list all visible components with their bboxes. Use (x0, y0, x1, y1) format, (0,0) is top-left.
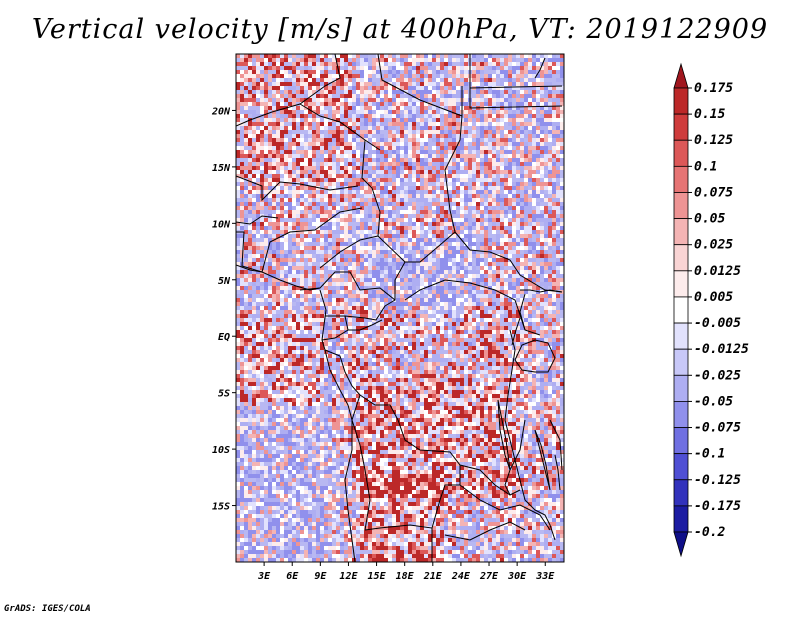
colorbar-level-label: -0.175 (694, 499, 741, 514)
lon-label: 24E (451, 571, 471, 582)
lat-label: 15S (212, 502, 230, 513)
colorbar-box (673, 348, 689, 376)
colorbar-level-label: 0.005 (694, 290, 733, 305)
lon-label: 6E (286, 571, 299, 582)
latitude-axis: 20N 15N 10N 5N EQ 5S 10S 15S (211, 106, 236, 513)
lat-label: 20N (211, 106, 231, 117)
lon-label: 30E (507, 571, 527, 582)
colorbar-box (673, 401, 689, 428)
colorbar-level-label: -0.125 (694, 473, 741, 488)
lon-label: 9E (314, 571, 327, 582)
colorbar-level-label: 0.15 (694, 107, 725, 122)
colorbar-level-label: 0.175 (694, 81, 733, 96)
lat-label: 15N (212, 163, 231, 174)
lon-label: 33E (535, 571, 555, 582)
colorbar-box (673, 322, 689, 350)
map-frame (235, 53, 565, 563)
longitude-axis: 3E 6E 9E 12E 15E 18E 21E 24E 27E 30E 33E (257, 562, 555, 582)
colorbar-box (673, 505, 689, 533)
lat-label: 5N (218, 276, 231, 287)
lon-label: 3E (257, 571, 271, 582)
colorbar-box (673, 427, 689, 455)
colorbar-box (673, 165, 689, 193)
colorbar-level-label: -0.005 (694, 316, 741, 331)
colorbar-level-label: 0.0125 (694, 264, 741, 279)
colorbar-box (673, 139, 689, 167)
colorbar-boxes (673, 62, 689, 558)
colorbar-level-label: -0.05 (694, 394, 733, 409)
colorbar-box (673, 113, 689, 141)
colorbar-box (673, 87, 689, 115)
colorbar-labels: 0.175 0.15 0.125 0.1 0.075 0.05 0.025 0.0125 0.0… (688, 81, 749, 540)
colorbar-level-label: -0.1 (694, 447, 725, 462)
colorbar-level-label: 0.125 (694, 133, 733, 148)
colorbar-box (673, 244, 689, 272)
colorbar-level-label: -0.2 (694, 525, 725, 540)
colorbar-top-arrow (673, 62, 689, 89)
colorbar-box (673, 453, 689, 481)
colorbar-box (673, 270, 689, 298)
lon-label: 18E (396, 571, 415, 582)
plot-title: Vertical velocity [m/s] at 400hPa, VT: 2… (31, 14, 769, 45)
colorbar-box (673, 296, 689, 324)
colorbar-level-label: 0.075 (694, 185, 733, 200)
colorbar-level-label: 0.05 (694, 212, 725, 227)
colorbar-bottom-arrow (673, 531, 689, 558)
grads-credit: GrADS: IGES/COLA (4, 604, 91, 614)
colorbar-level-label: -0.0125 (694, 342, 749, 357)
lakes (497, 317, 561, 491)
colorbar-level-label: -0.075 (694, 421, 741, 436)
lat-label: 5S (218, 389, 230, 400)
colorbar-box (673, 192, 689, 219)
colorbar-box (673, 374, 689, 402)
colorbar-level-label: 0.025 (694, 238, 733, 253)
coastlines (236, 57, 556, 562)
lon-label: 12E (339, 571, 358, 582)
country-borders (236, 54, 563, 562)
colorbar-box (673, 479, 689, 507)
colorbar-box (673, 218, 689, 246)
lon-label: 27E (479, 571, 499, 582)
lat-label: 10N (212, 219, 231, 230)
colorbar-level-label: 0.1 (694, 159, 717, 174)
lon-label: 21E (423, 571, 443, 582)
colorbar-level-label: -0.025 (694, 368, 741, 383)
lat-label: 10S (212, 445, 230, 456)
lon-label: 15E (368, 571, 387, 582)
lat-label: EQ (218, 332, 230, 343)
